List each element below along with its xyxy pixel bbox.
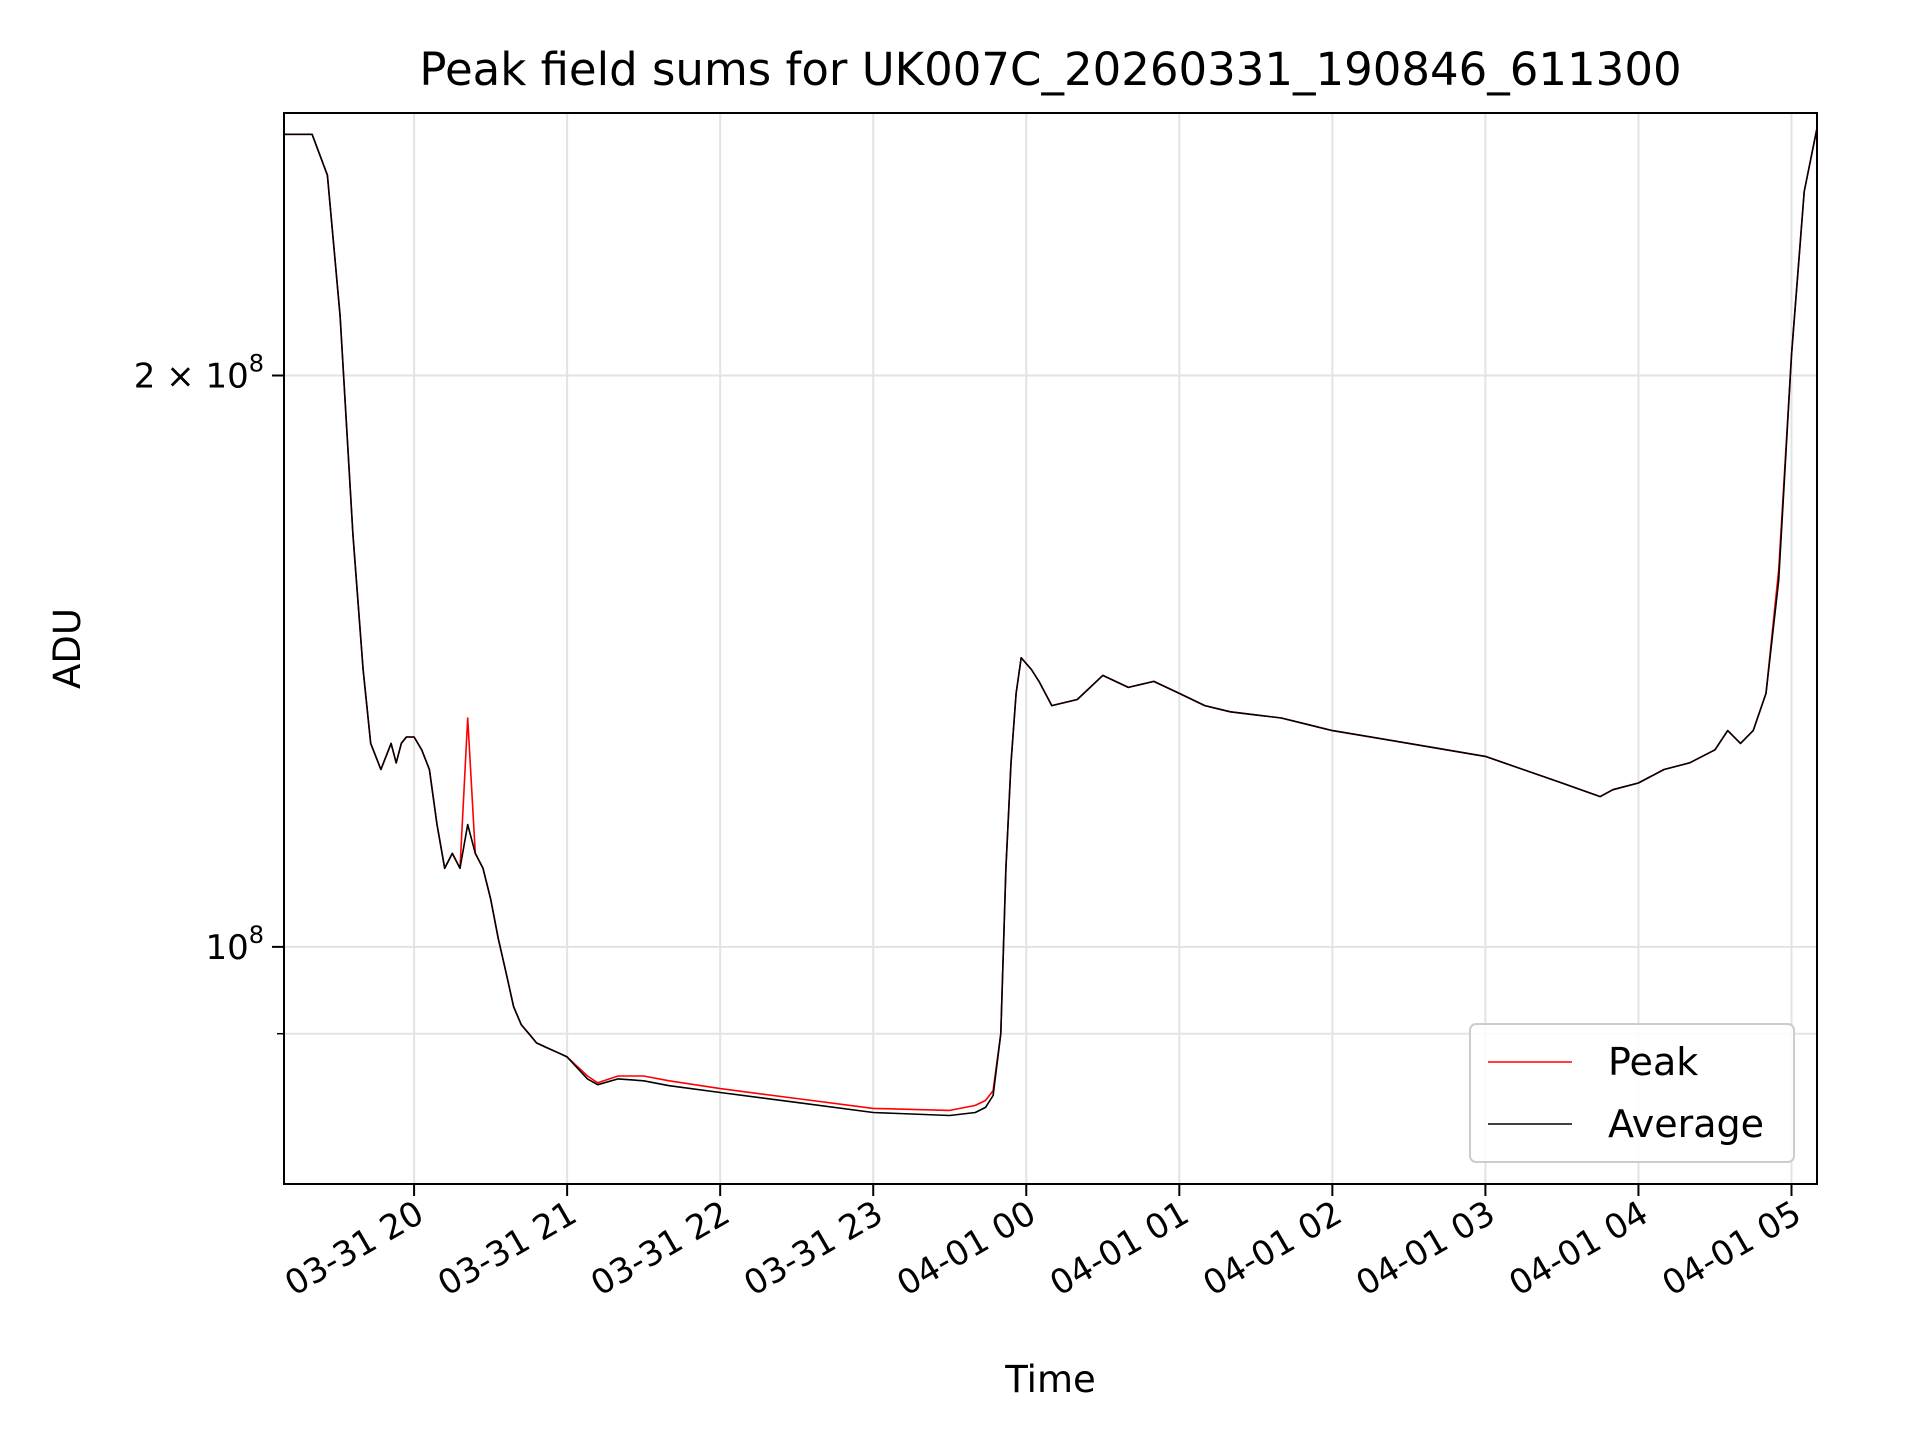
y-tick-exponent: 8	[249, 921, 264, 949]
x-axis-label: Time	[1004, 1358, 1096, 1401]
legend-label-peak: Peak	[1608, 1040, 1698, 1084]
plot-frame	[283, 112, 1818, 1185]
legend-label-average: Average	[1608, 1102, 1764, 1146]
legend-box	[1469, 1023, 1795, 1163]
y-tick-label: 108	[205, 921, 264, 968]
legend: Peak Average	[1469, 1023, 1795, 1163]
y-tick-exponent: 8	[249, 350, 264, 378]
series-lines	[284, 127, 1818, 1117]
grid	[284, 113, 1817, 1184]
y-tick-base: 2 × 10	[134, 357, 249, 397]
y-tick-label: 2 × 108	[134, 350, 264, 397]
series-line-average	[284, 127, 1818, 1117]
y-tick-base: 10	[205, 928, 248, 968]
chart-title: Peak field sums for UK007C_20260331_1908…	[419, 43, 1681, 96]
y-axis-label: ADU	[46, 608, 89, 689]
